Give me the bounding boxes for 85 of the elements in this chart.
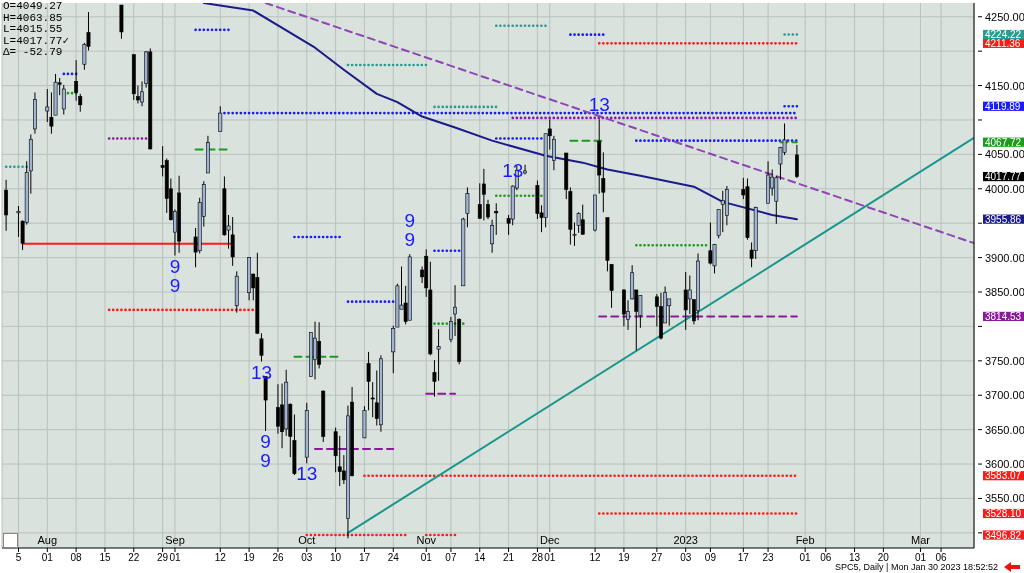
- x-tick-label: Aug 01: [37, 534, 58, 563]
- x-tick-label: 17: [737, 552, 750, 563]
- y-tick-label: 4017.77: [985, 171, 1022, 183]
- candlestick: [481, 168, 486, 221]
- x-tick-label: 2023 03: [673, 534, 698, 563]
- annotation: 9: [260, 450, 271, 472]
- annotation: L=4017.77✓: [3, 34, 70, 47]
- y-tick-label: 4211.36: [985, 37, 1021, 49]
- y-tick-label: 3900.00: [985, 251, 1024, 264]
- annotation: 13: [588, 94, 610, 116]
- x-tick-label: 12: [589, 552, 602, 563]
- y-tick-label: 4250.00: [985, 10, 1024, 23]
- y-tick-label: 4150.00: [985, 79, 1024, 92]
- candlestick: [494, 202, 499, 236]
- x-tick-label: 08: [70, 552, 83, 563]
- annotation: 9: [260, 431, 271, 453]
- annotation: H=4063.85: [3, 11, 64, 24]
- annotation: Δ= -52.79: [3, 46, 64, 59]
- candlestick: [313, 321, 317, 380]
- candlestick: [61, 84, 66, 115]
- x-tick-label: 20: [877, 552, 890, 563]
- candlestick: [230, 216, 235, 267]
- y-tick-label: 3583.07: [985, 470, 1022, 482]
- candlestick: [708, 222, 713, 265]
- x-tick-label: 28: [531, 552, 544, 563]
- x-tick-label: 29: [157, 552, 169, 563]
- x-tick-label: 19: [618, 552, 630, 563]
- x-tick-label: 5: [15, 552, 22, 563]
- x-tick-label: 12: [214, 552, 227, 563]
- y-tick-label: 4067.72: [985, 136, 1022, 148]
- candlestick: [366, 351, 371, 411]
- x-tick-label: 13: [849, 552, 861, 563]
- x-tick-label: 07: [445, 552, 457, 563]
- annotation: 9: [404, 210, 416, 232]
- annotation: 9: [169, 255, 181, 277]
- y-tick-label: 3550.00: [985, 492, 1024, 505]
- candlestick: [683, 271, 688, 331]
- x-tick-label: 17: [358, 552, 371, 563]
- x-tick-label: Nov 01: [416, 534, 437, 563]
- x-tick-label: Oct 03: [298, 534, 316, 563]
- x-tick-label: Feb 01: [795, 534, 815, 563]
- x-tick-label: 09: [704, 552, 717, 563]
- candlestick: [720, 190, 725, 233]
- candlestick: [795, 144, 799, 179]
- x-tick-label: 22: [128, 552, 140, 563]
- x-tick-label: 19: [243, 552, 256, 563]
- annotation: 13: [250, 361, 273, 383]
- candlestick: [490, 219, 495, 254]
- candlestick: [74, 59, 79, 102]
- annotation: 9: [169, 274, 181, 296]
- y-tick-label: 3814.53: [985, 311, 1022, 323]
- y-tick-label: 3496.82: [985, 529, 1022, 541]
- x-tick-label: 14: [474, 552, 486, 563]
- y-tick-label: 4119.89: [985, 100, 1021, 112]
- y-tick-label: 3850.00: [985, 286, 1024, 299]
- x-tick-label: 26: [272, 552, 284, 563]
- y-tick-label: 4050.00: [985, 148, 1024, 161]
- x-tick-label: 10: [330, 552, 342, 563]
- y-tick-label: 3750.00: [985, 354, 1024, 367]
- y-tick-label: 3955.86: [985, 213, 1022, 225]
- candlestick: [276, 383, 280, 435]
- y-tick-label: 3700.00: [985, 389, 1024, 402]
- x-tick-label: 15: [99, 552, 111, 563]
- x-tick-label: Mar 01: [910, 534, 931, 563]
- candlestick: [552, 135, 556, 171]
- y-tick-label: 4000.00: [985, 182, 1024, 195]
- candlestick: [436, 328, 441, 382]
- x-tick-label: 06: [935, 552, 948, 563]
- x-tick-label: 23: [762, 552, 775, 563]
- candlestick: [523, 164, 527, 175]
- x-tick-label: 24: [387, 552, 400, 563]
- candlestick: [218, 105, 223, 133]
- annotation: L=4015.55: [3, 23, 64, 36]
- y-tick-label: 4224.22: [985, 29, 1022, 41]
- annotation: 9: [404, 229, 416, 251]
- annotation: O=4049.27: [3, 0, 64, 13]
- y-tick-label: 3650.00: [985, 423, 1024, 436]
- annotation: 13: [296, 463, 318, 485]
- x-tick-label: 27: [651, 552, 663, 563]
- x-tick-label: 06: [820, 552, 832, 563]
- y-tick-label: 3600.00: [985, 458, 1024, 471]
- candlestick: [580, 204, 585, 236]
- text: SPC5, Daily | Mon Jan 30 2023 18:52:52: [835, 562, 998, 572]
- y-tick-label: 3528.10: [985, 508, 1022, 520]
- x-tick-label: 21: [503, 552, 515, 563]
